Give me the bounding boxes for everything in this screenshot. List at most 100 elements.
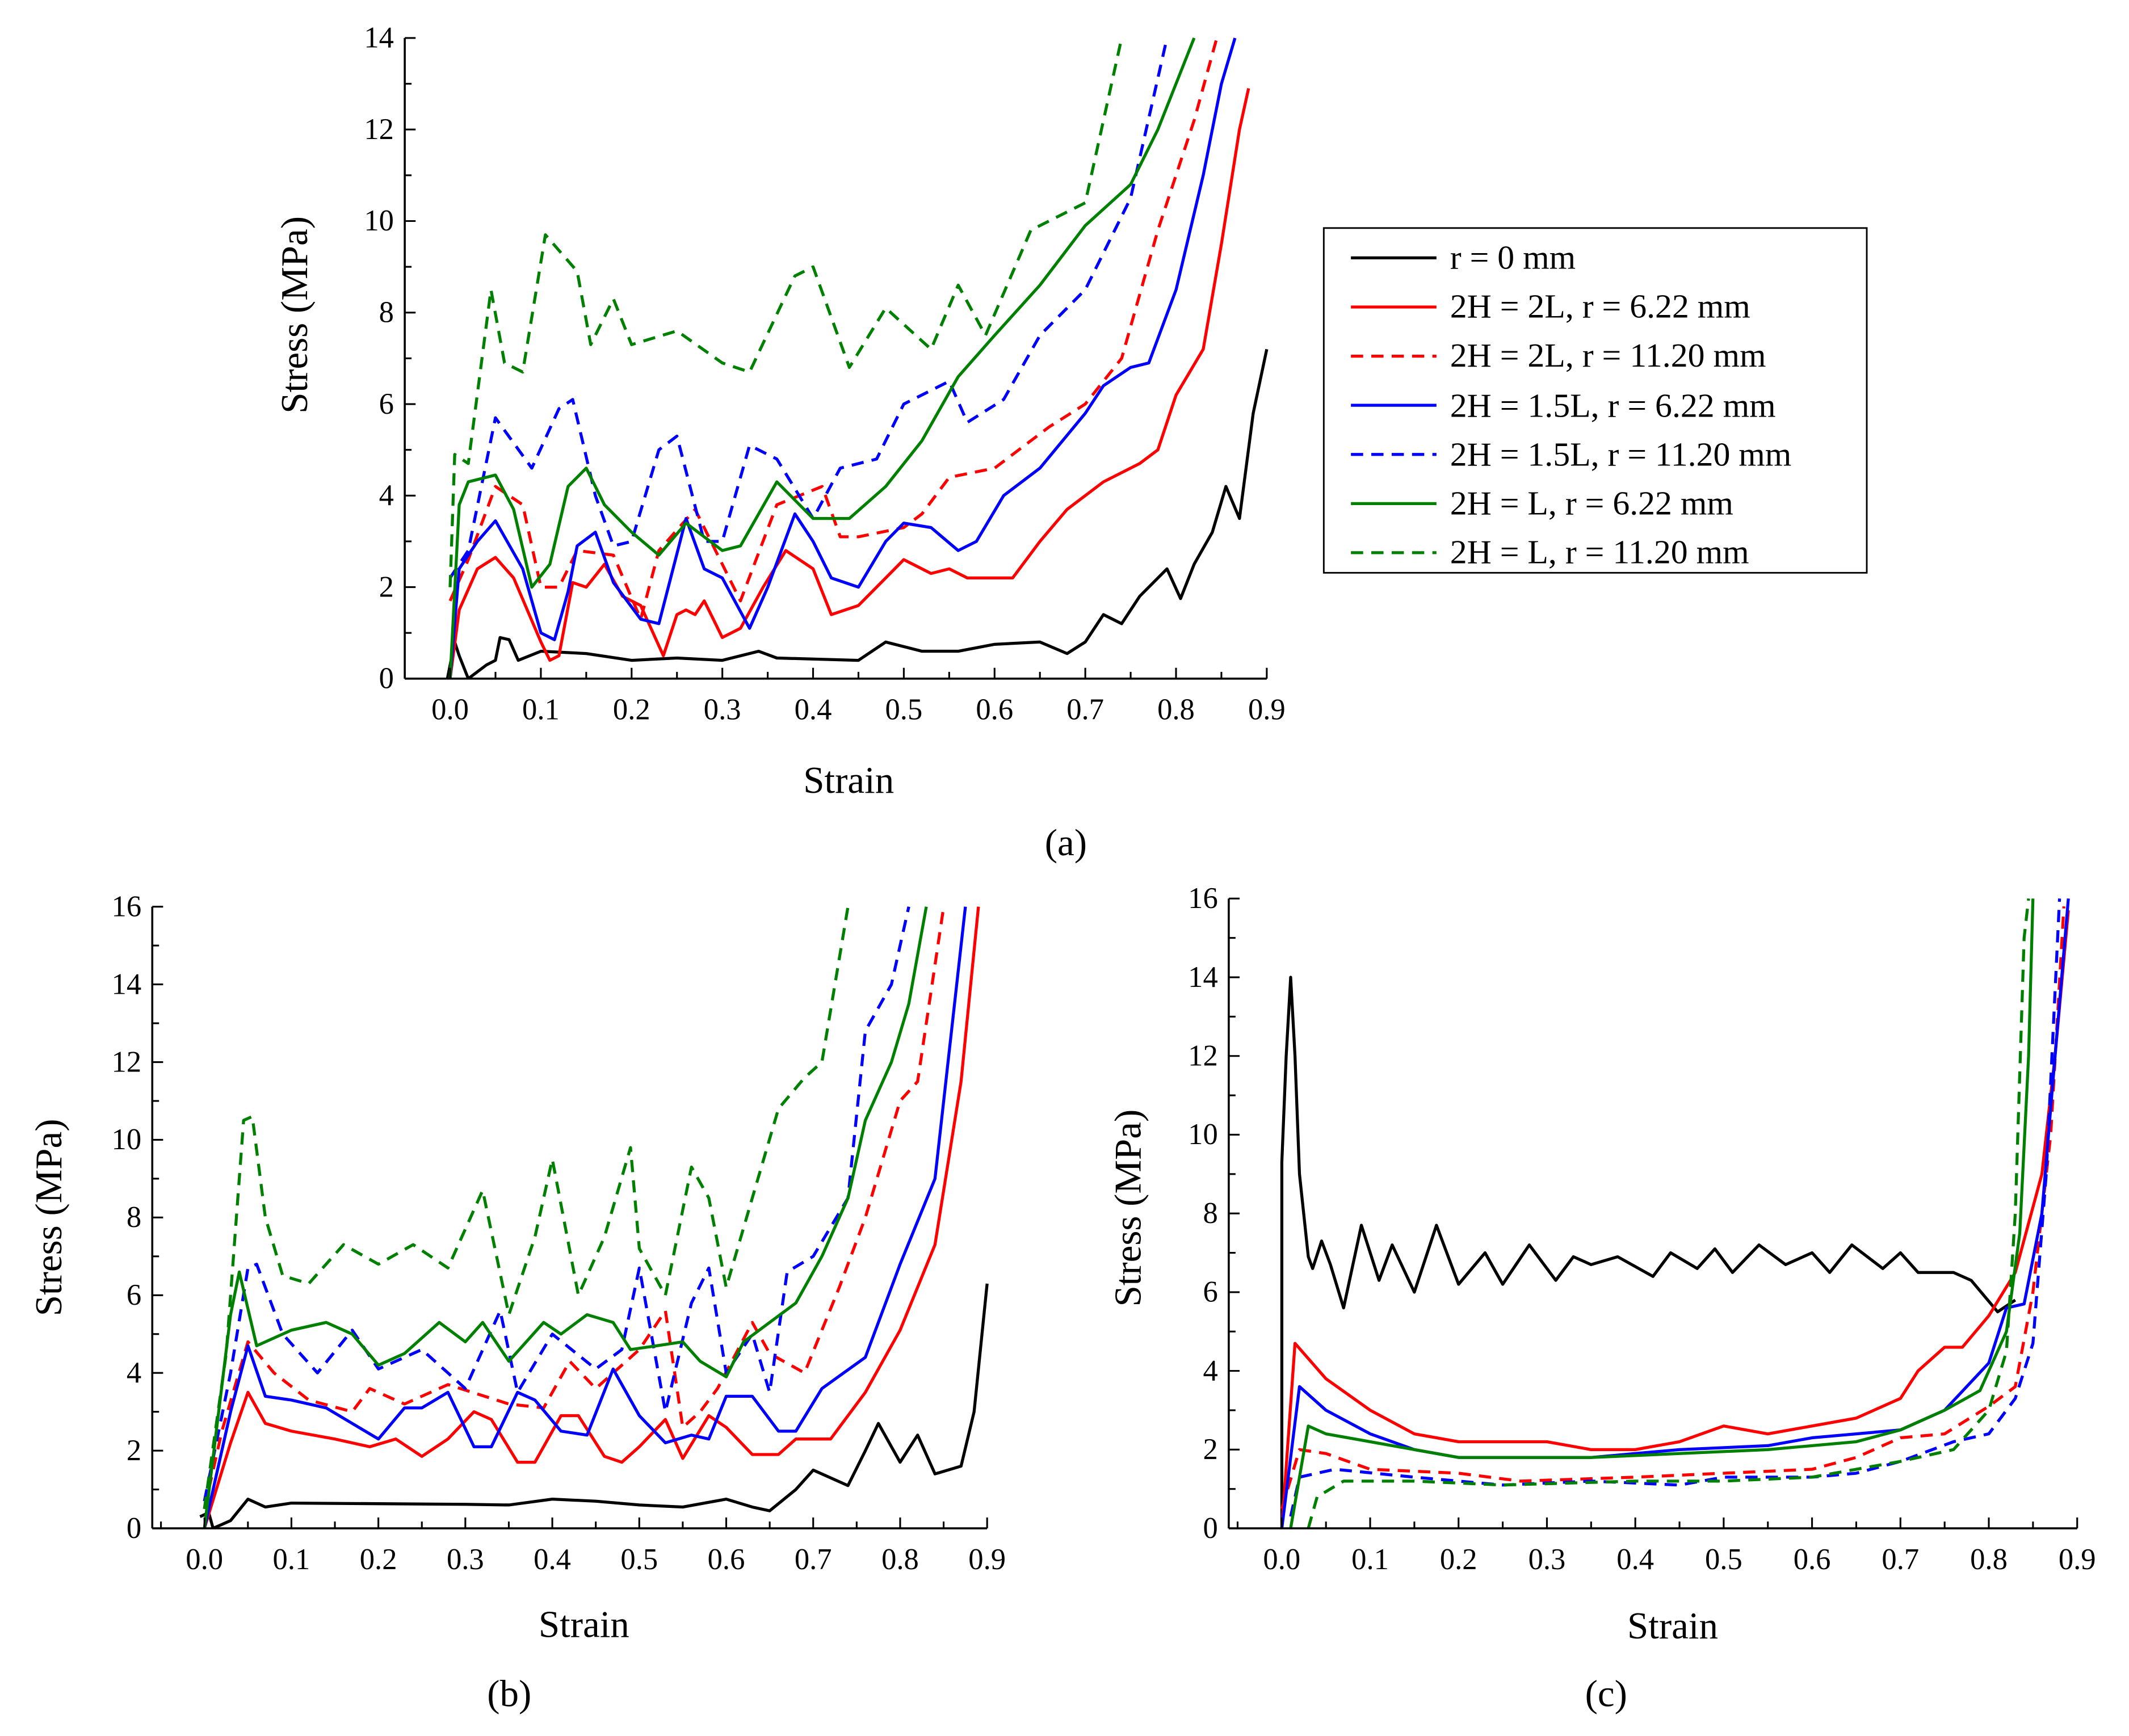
chart-b-panel-label: (b) [487,1672,531,1714]
series-line-2hl-r622 [1289,898,2035,1529]
series-line-2h2l-r622 [1280,910,2070,1529]
y-tick-label: 14 [364,22,394,54]
chart-c-series-group [1280,898,2070,1529]
x-tick-label: 0.1 [1351,1543,1389,1576]
chart-a-y-axis-title: Stress (MPa) [274,216,316,414]
legend-label-2h15l-r1120: 2H = 1.5L, r = 11.20 mm [1450,435,1792,473]
y-tick-label: 4 [127,1356,141,1389]
x-tick-label: 0.7 [1066,693,1104,726]
series-line-2h2l-r1120 [203,906,946,1510]
x-tick-label: 0.9 [1248,693,1286,726]
legend-label-2h2l-r622: 2H = 2L, r = 6.22 mm [1450,288,1750,325]
y-tick-label: 4 [1203,1354,1217,1387]
x-tick-label: 0.6 [976,693,1013,726]
chart-a-series-group [446,37,1269,679]
x-tick-label: 0.2 [1440,1543,1477,1576]
y-tick-label: 12 [112,1045,142,1078]
x-tick-label: 0.4 [1616,1543,1654,1576]
series-line-2h2l-r1120 [1280,906,2065,1510]
y-tick-label: 14 [1188,961,1218,994]
legend: r = 0 mm 2H = 2L, r = 6.22 mm 2H = 2L, r… [1322,227,1868,574]
x-tick-label: 0.8 [1970,1543,2008,1576]
legend-label-2h2l-r1120: 2H = 2L, r = 11.20 mm [1450,337,1766,374]
chart-a-x-axis-title: Strain [803,759,894,801]
x-tick-label: 0.0 [431,693,469,726]
y-tick-label: 12 [364,113,394,146]
y-tick-label: 14 [112,968,142,1001]
y-tick-label: 8 [379,296,394,329]
series-line-2h15l-r622 [203,906,967,1529]
y-tick-label: 2 [1203,1433,1217,1466]
y-tick-label: 2 [127,1434,141,1467]
x-tick-label: 0.4 [795,693,832,726]
x-tick-label: 0.6 [708,1543,745,1576]
y-tick-label: 16 [112,890,142,923]
chart-c-x-axis-title: Strain [1627,1605,1718,1647]
legend-label-2h15l-r622: 2H = 1.5L, r = 6.22 mm [1450,386,1776,424]
chart-a: 0 2 4 6 8 10 12 14 0.0 0.1 0.2 0.3 0.4 0.5 0.6 0.7 0.8 0.… [364,22,1285,726]
chart-b-series-group [199,906,989,1529]
chart-b-y-axis-title: Stress (MPa) [28,1119,70,1316]
series-line-2h15l-r1120 [203,906,910,1502]
legend-label-2hl-r1120: 2H = L, r = 11.20 mm [1450,533,1749,571]
series-line-2h15l-r622 [448,37,1237,679]
y-tick-label: 8 [127,1201,141,1234]
series-line-2hl-r1120 [203,906,850,1510]
x-tick-label: 0.9 [2059,1543,2096,1576]
x-tick-label: 0.7 [795,1543,832,1576]
x-tick-label: 0.2 [360,1543,397,1576]
series-line-r0 [199,1283,989,1529]
x-tick-label: 0.0 [186,1543,223,1576]
y-tick-label: 0 [1203,1512,1217,1545]
y-tick-label: 10 [364,204,394,237]
legend-box [1322,227,1868,574]
series-line-2h2l-r622 [448,88,1250,679]
x-tick-label: 0.1 [522,693,560,726]
chart-a-panel-label: (a) [1045,822,1087,864]
y-tick-label: 6 [379,388,394,421]
x-tick-label: 0.3 [447,1543,484,1576]
x-tick-label: 0.1 [273,1543,310,1576]
chart-c-y-axis-title: Stress (MPa) [1107,1109,1149,1307]
x-tick-label: 0.3 [1528,1543,1566,1576]
x-tick-label: 0.8 [1157,693,1195,726]
y-tick-label: 0 [127,1512,141,1545]
x-tick-label: 0.3 [704,693,741,726]
chart-b-x-axis-title: Strain [539,1603,629,1645]
x-tick-label: 0.8 [881,1543,919,1576]
y-tick-label: 10 [1188,1118,1218,1151]
series-line-2hl-r1120 [448,37,1123,587]
series-line-2hl-r1120 [1307,898,2030,1529]
x-tick-label: 0.2 [613,693,650,726]
y-tick-label: 6 [1203,1276,1217,1309]
y-tick-label: 16 [1188,882,1218,915]
x-tick-label: 0.7 [1882,1543,1919,1576]
x-tick-label: 0.5 [1705,1543,1742,1576]
series-line-2hl-r622 [203,906,928,1529]
chart-b: 0 2 4 6 8 10 12 14 16 0.0 0.1 0.2 0.3 0.4 0.5 0.6 0.7 0.8… [112,890,1006,1575]
legend-label-r0: r = 0 mm [1450,239,1576,276]
series-line-2h2l-r622 [203,906,980,1529]
chart-c: 0 2 4 6 8 10 12 14 16 0.0 0.1 0.2 0.3 0.4 0.5 0.6 0.7 0.8… [1188,882,2096,1576]
y-tick-label: 0 [379,662,394,695]
x-tick-label: 0.5 [885,693,923,726]
x-tick-label: 0.0 [1263,1543,1300,1576]
x-tick-label: 0.6 [1794,1543,1831,1576]
series-line-2h15l-r622 [1280,898,2070,1529]
x-tick-label: 0.4 [534,1543,571,1576]
series-line-r0 [1280,976,2017,1529]
x-tick-label: 0.5 [620,1543,658,1576]
series-line-2h15l-r1120 [448,37,1169,579]
y-tick-label: 8 [1203,1197,1217,1230]
legend-label-2hl-r622: 2H = L, r = 6.22 mm [1450,484,1733,522]
y-tick-label: 12 [1188,1039,1218,1072]
chart-c-panel-label: (c) [1585,1672,1627,1714]
series-line-r0 [446,348,1269,679]
y-tick-label: 6 [127,1279,141,1312]
x-tick-label: 0.9 [968,1543,1006,1576]
series-line-2hl-r622 [448,37,1196,679]
y-tick-label: 10 [112,1123,142,1156]
y-tick-label: 4 [379,479,394,512]
y-tick-label: 2 [379,570,394,603]
